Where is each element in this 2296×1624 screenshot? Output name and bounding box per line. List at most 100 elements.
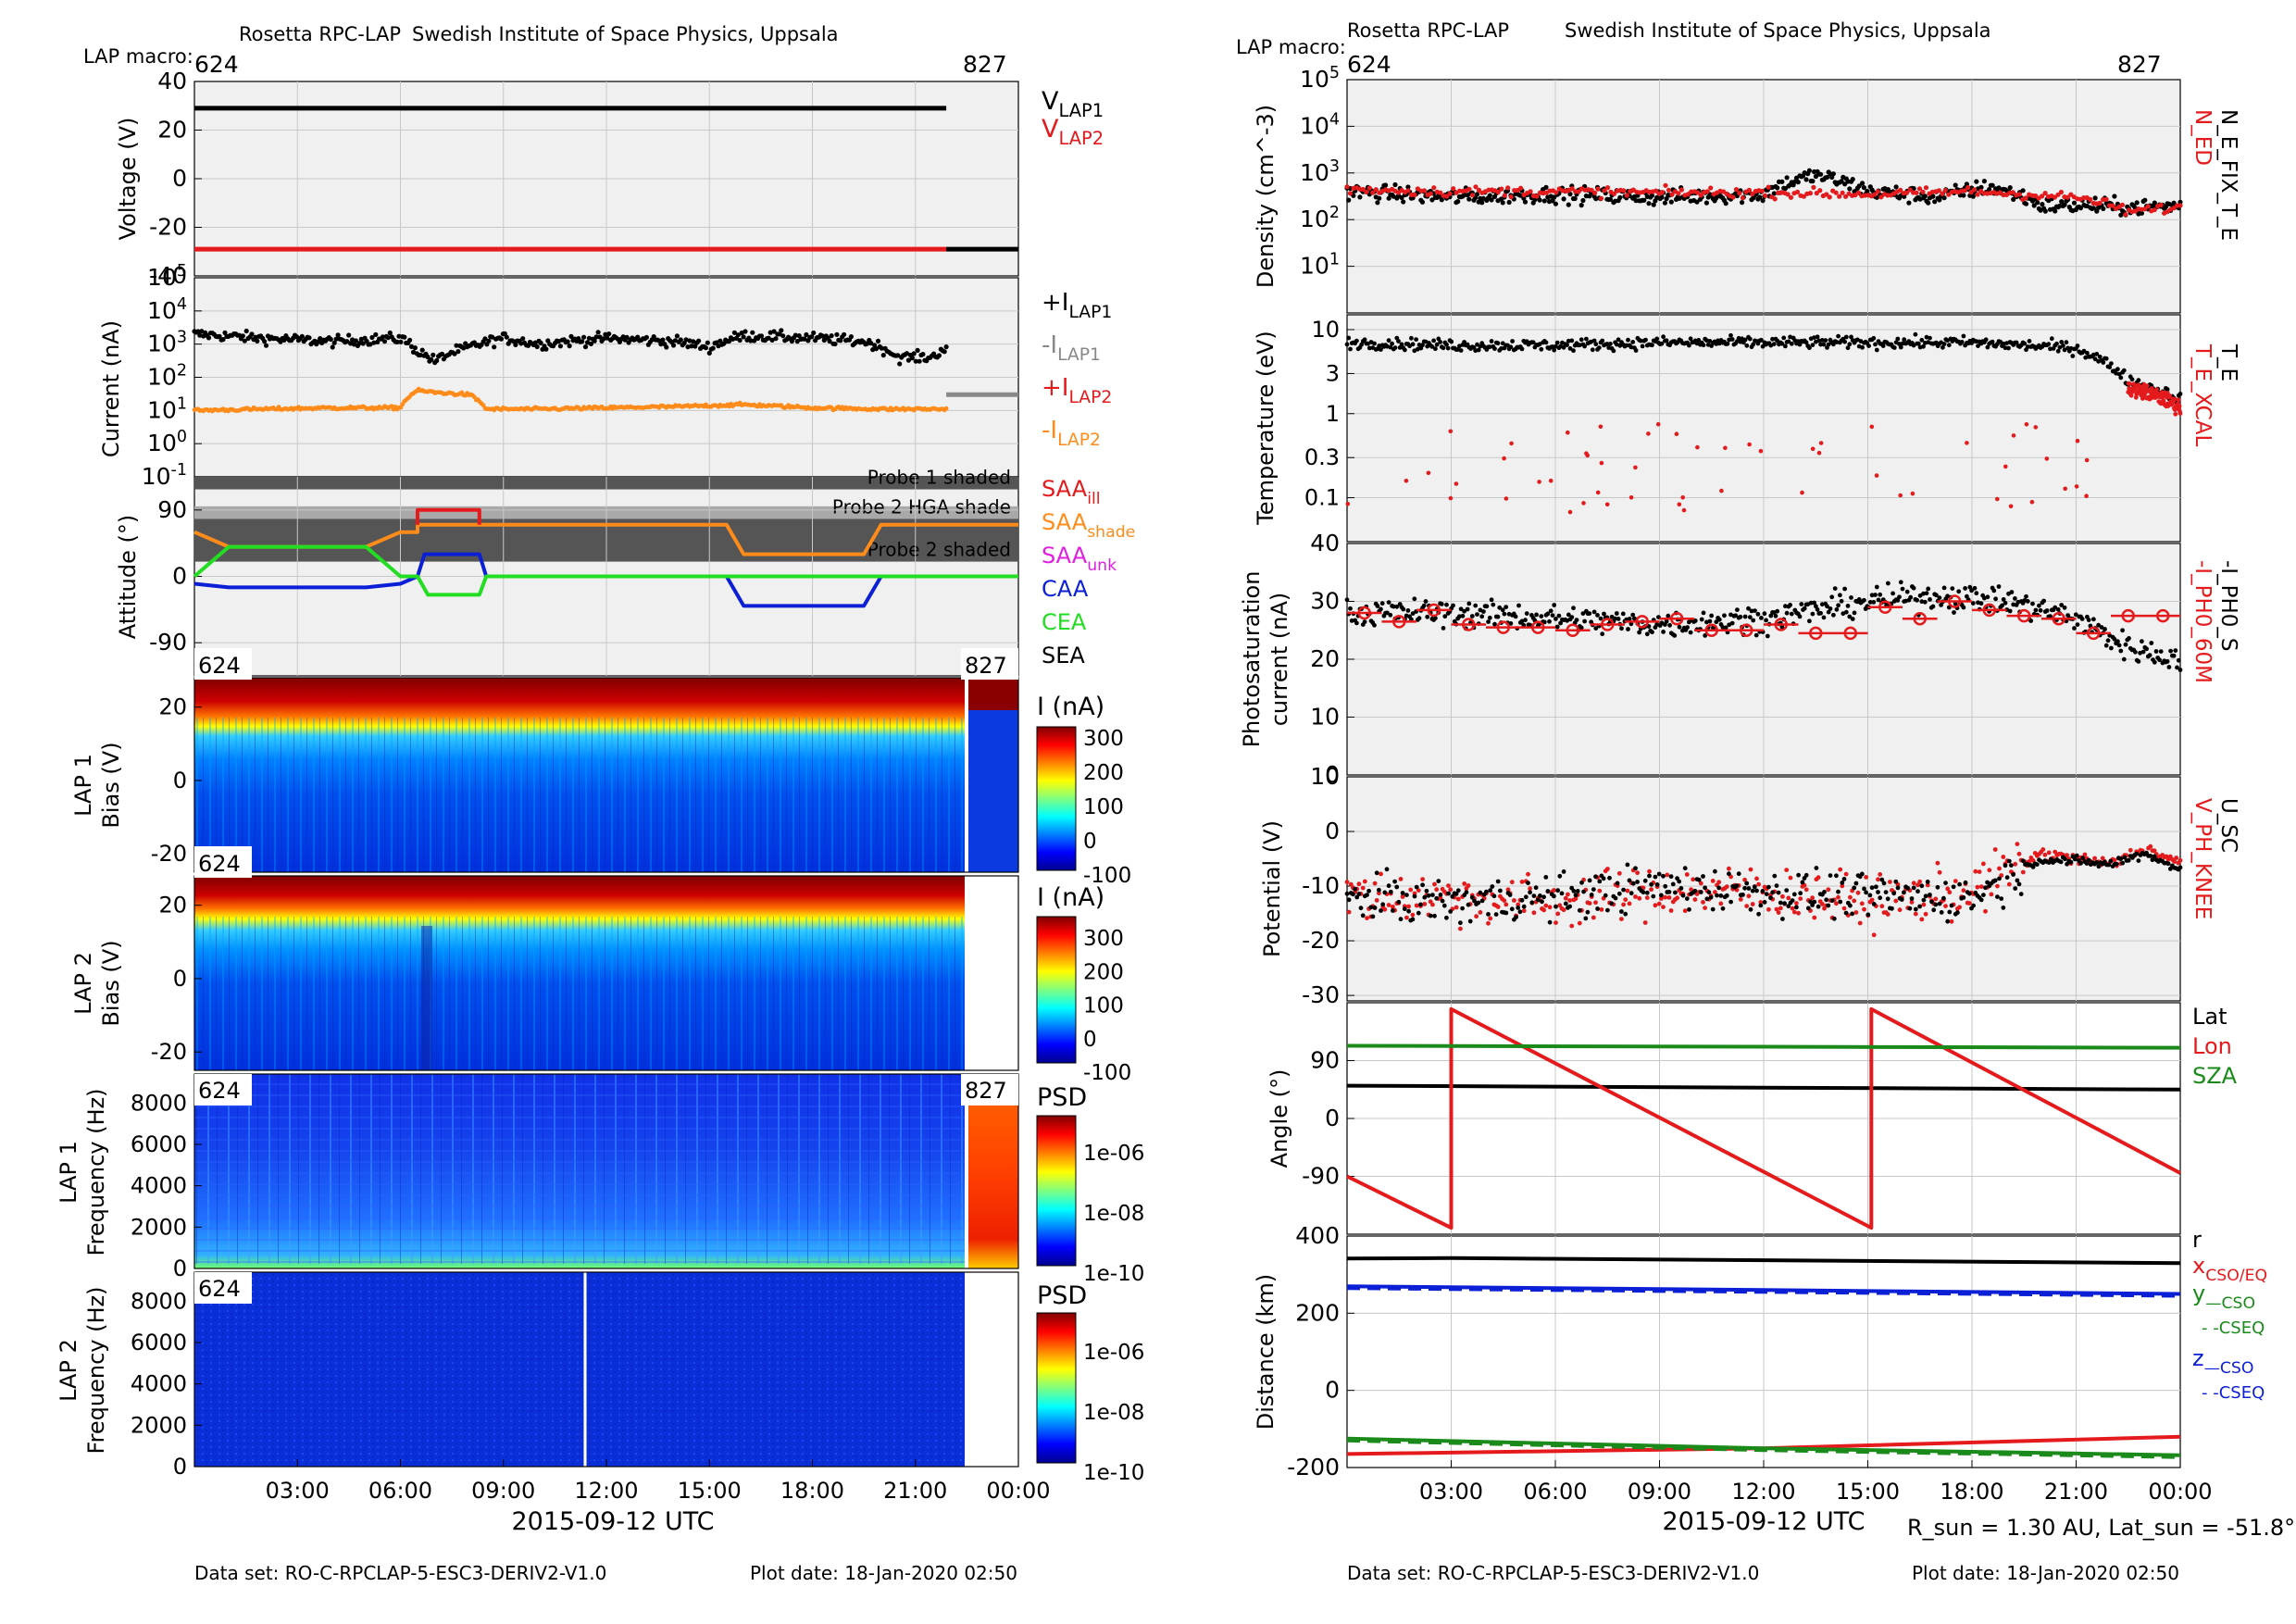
potential-u-sc-point (2150, 857, 2155, 863)
density-n-ed-point (1972, 187, 1978, 193)
potential-v-ph-knee-point (1992, 847, 1998, 852)
temperature-t-e-point (1438, 340, 1442, 344)
lap2-psd-colorbar-label: PSD (1037, 1281, 1087, 1310)
density-n-e-fix-point (1830, 171, 1836, 177)
potential-v-ph-knee-point (1853, 910, 1859, 915)
photosat-i-ph0-s-point (1566, 612, 1571, 618)
current-plus-ilap1-point (731, 330, 738, 335)
density-n-e-fix-point (1668, 199, 1674, 205)
density-n-e-fix-point (1543, 184, 1549, 190)
potential-v-ph-knee-point (1675, 895, 1679, 901)
temperature-t-e-xcal-point (1818, 441, 1824, 445)
current-plus-ilap1-point (605, 335, 610, 341)
potential-v-ph-knee-point (1505, 887, 1511, 893)
photosat-i-ph0-s-point (1469, 614, 1475, 618)
density-n-e-fix-point (1981, 179, 1987, 184)
potential-v-ph-knee-point (1474, 914, 1479, 919)
potential-u-sc-point (1529, 900, 1535, 906)
potential-v-ph-knee-point (2128, 847, 2133, 853)
potential-u-sc-point (1871, 902, 1877, 906)
photosat-i-ph0-s-point (2025, 599, 2030, 604)
right-header-left: Rosetta RPC-LAP (1347, 19, 1509, 42)
temperature-t-e-xcal-point (1509, 441, 1514, 446)
x-tick-label: 09:00 (1628, 1479, 1691, 1505)
current-plus-ilap1-point (455, 349, 461, 355)
photosat-i-ph0-s-point (1738, 614, 1743, 619)
density-n-e-fix-point (1856, 183, 1862, 189)
density-n-e-fix-point (2171, 200, 2177, 206)
left-macro-start: 624 (194, 51, 239, 78)
temperature-t-e-point (1543, 340, 1549, 345)
y-tick-label: 101 (1300, 251, 1340, 280)
legend-entry: T_E_XCAL (2190, 344, 2215, 446)
photosat-i-ph0-s-point (2136, 659, 2141, 664)
potential-u-sc-point (1915, 889, 1920, 894)
potential-u-sc-point (1444, 915, 1449, 920)
density-n-e-fix-point (1649, 193, 1655, 198)
lap1-psd-streaks (194, 1074, 965, 1264)
potential-u-sc-point (1710, 906, 1716, 912)
potential-u-sc-point (1545, 889, 1551, 893)
photosat-i-ph0-s-point (1765, 633, 1770, 639)
current-plus-ilap1-point (601, 336, 606, 342)
photosat-i-ph0-s-point (2166, 665, 2172, 669)
potential-v-ph-knee-point (1784, 868, 1790, 872)
potential-u-sc-point (1911, 885, 1916, 891)
potential-u-sc-point (1878, 895, 1883, 901)
current-plus-ilap1-point (779, 328, 784, 333)
temperature-t-e-xcal-point (1567, 509, 1573, 515)
density-n-e-fix-point (2177, 199, 2183, 205)
x-tick-label: 06:00 (1523, 1479, 1587, 1505)
temperature-t-e-point (1643, 337, 1648, 343)
density-n-ed-point (1421, 188, 1427, 194)
potential-v-ph-knee-point (1391, 905, 1395, 909)
photosat-i-ph0-s-point (1862, 597, 1866, 603)
current-plus-ilap1-point (513, 342, 518, 347)
potential-u-sc-point (2013, 886, 2018, 891)
current-plus-ilap1-point (735, 332, 741, 338)
potential-v-ph-knee-point (1724, 884, 1729, 889)
potential-u-sc-point (1673, 890, 1678, 895)
potential-u-sc-point (1404, 893, 1409, 897)
photosat-i-ph0-s-point (1808, 600, 1814, 606)
potential-u-sc-point (1621, 887, 1626, 893)
potential-u-sc-point (1859, 871, 1865, 877)
current-plus-ilap1-point (582, 344, 589, 350)
potential-u-sc-point (1528, 890, 1532, 895)
legend-entry: Lon (2192, 1033, 2232, 1059)
photosat-i-ph0-s-point (1911, 585, 1916, 591)
potential-u-sc-point (1945, 918, 1951, 924)
temperature-t-e-point (1789, 341, 1794, 346)
potential-v-ph-knee-point (1953, 879, 1958, 883)
density-n-ed-point (1962, 188, 1967, 194)
temperature-t-e-point (1638, 338, 1643, 344)
density-n-e-fix-point (1578, 203, 1584, 208)
photosat-i-ph0-s-point (1908, 594, 1914, 600)
potential-v-ph-knee-point (1653, 903, 1658, 908)
photosat-i-ph0-s-point (1709, 613, 1714, 618)
temperature-t-e-point (1664, 338, 1669, 344)
density-n-ed-point (1438, 190, 1443, 195)
temperature-t-e-point (1445, 345, 1451, 351)
potential-u-sc-point (1742, 885, 1747, 891)
photosat-i-ph0-s-point (2105, 638, 2111, 643)
potential-u-sc-point (1782, 901, 1787, 906)
current-plus-ilap1-point (263, 343, 269, 348)
density-n-ed-point (2058, 189, 2064, 195)
temperature-t-e-point (1880, 344, 1886, 348)
temperature-t-e-point (1803, 340, 1809, 345)
temperature-t-e-xcal-point (2084, 457, 2090, 463)
current-plus-ilap1-point (346, 332, 352, 338)
current-plus-ilap1-point (737, 337, 742, 344)
potential-v-ph-knee-point (1404, 915, 1409, 920)
potential-v-ph-knee-point (1864, 875, 1868, 880)
current-plus-ilap1-point (792, 332, 798, 338)
potential-v-ph-knee-point (1434, 887, 1440, 893)
potential-v-ph-knee-point (1398, 877, 1404, 881)
potential-u-sc-point (1715, 893, 1719, 898)
temperature-t-e-point (1626, 337, 1630, 343)
photosat-i-ph0-s-point (1458, 606, 1464, 612)
density-n-ed-point (1602, 188, 1607, 194)
